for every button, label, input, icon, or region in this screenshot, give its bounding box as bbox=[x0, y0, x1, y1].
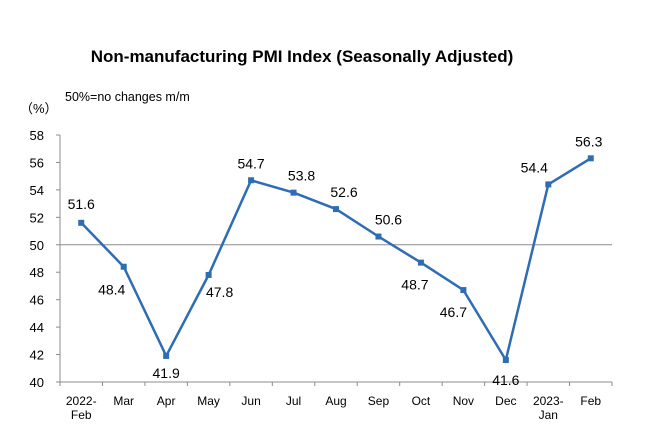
data-markers bbox=[78, 155, 594, 364]
data-point bbox=[460, 287, 467, 294]
y-tick-label: 42 bbox=[30, 348, 44, 363]
y-tick-label: 52 bbox=[30, 210, 44, 225]
x-tick-label: Jun bbox=[241, 394, 260, 408]
data-label: 52.6 bbox=[330, 184, 357, 200]
data-label: 48.7 bbox=[401, 277, 428, 293]
x-tick-label: Apr bbox=[157, 394, 176, 408]
chart-title: Non-manufacturing PMI Index (Seasonally … bbox=[91, 47, 514, 66]
data-point bbox=[78, 219, 85, 226]
data-point bbox=[205, 271, 212, 278]
data-point bbox=[333, 206, 339, 213]
x-tick-label: Mar bbox=[113, 394, 134, 408]
x-tick-label: Jul bbox=[286, 394, 301, 408]
x-tick-label: 2022- bbox=[66, 394, 97, 408]
data-point bbox=[290, 189, 297, 196]
data-label: 46.7 bbox=[440, 304, 467, 320]
axes bbox=[59, 135, 612, 383]
data-label: 50.6 bbox=[375, 212, 402, 228]
y-tick-label: 46 bbox=[30, 293, 44, 308]
y-tick-label: 50 bbox=[30, 238, 44, 253]
data-point bbox=[375, 233, 382, 240]
data-point bbox=[502, 357, 509, 364]
data-point bbox=[248, 177, 255, 184]
data-label: 54.4 bbox=[521, 159, 548, 175]
y-tick-label: 48 bbox=[30, 265, 44, 280]
x-tick-label: Aug bbox=[325, 394, 346, 408]
x-tick-label: May bbox=[197, 394, 220, 408]
y-tick-label: 40 bbox=[30, 375, 44, 390]
x-tick-label: Feb bbox=[580, 394, 601, 408]
data-label: 41.6 bbox=[492, 372, 519, 388]
x-tick-label: Jan bbox=[539, 408, 558, 422]
data-label: 51.6 bbox=[68, 196, 95, 212]
y-axis-ticks: 40 42 44 46 48 50 52 54 56 58 bbox=[30, 128, 60, 390]
data-label: 48.4 bbox=[98, 282, 125, 298]
data-point bbox=[417, 259, 424, 266]
y-tick-label: 54 bbox=[30, 183, 44, 198]
data-point bbox=[545, 181, 552, 188]
y-tick-label: 56 bbox=[30, 155, 44, 170]
x-tick-label: Oct bbox=[412, 394, 431, 408]
data-labels: 51.6 48.4 41.9 47.8 54.7 53.8 52.6 50.6 48.7 46.7… bbox=[68, 133, 603, 388]
data-label: 47.8 bbox=[206, 284, 233, 300]
x-tick-label: 2023- bbox=[533, 394, 564, 408]
x-tick-label: Nov bbox=[453, 394, 474, 408]
x-tick-label: Dec bbox=[495, 394, 516, 408]
x-tick-label: Feb bbox=[71, 408, 92, 422]
data-label: 54.7 bbox=[237, 155, 264, 171]
data-label: 53.8 bbox=[288, 168, 315, 184]
y-tick-label: 44 bbox=[30, 320, 44, 335]
data-label: 41.9 bbox=[153, 365, 180, 381]
x-tick-label: Sep bbox=[368, 394, 390, 408]
data-point bbox=[587, 155, 594, 162]
data-label: 56.3 bbox=[575, 133, 602, 149]
data-point bbox=[120, 263, 127, 270]
y-axis-unit-label: （%） bbox=[20, 101, 58, 116]
y-tick-label: 58 bbox=[30, 128, 44, 143]
chart-note: 50%=no changes m/m bbox=[65, 90, 190, 104]
data-point bbox=[163, 352, 170, 359]
